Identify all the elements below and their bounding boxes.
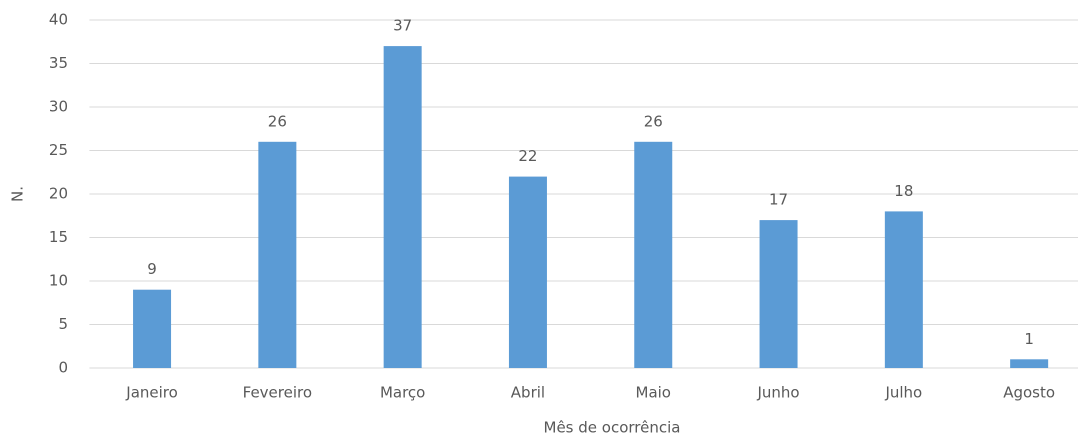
data-label: 9 [147,260,157,278]
bar [133,289,172,368]
x-tick-label: Maio [636,384,671,402]
data-label: 1 [1024,330,1034,348]
y-axis-label: N. [9,186,27,202]
x-tick-label: Julho [884,384,922,402]
y-tick-label: 30 [49,98,68,116]
x-axis-label: Mês de ocorrência [544,419,681,437]
y-tick-label: 20 [49,185,68,203]
x-tick-label: Fevereiro [243,384,312,402]
data-label: 37 [393,17,412,35]
y-tick-label: 35 [49,54,68,72]
bar [1010,359,1049,368]
bar [508,176,547,368]
x-tick-label: Março [380,384,425,402]
bar [759,220,798,368]
y-tick-label: 5 [58,315,68,333]
x-tick-label: Agosto [1003,384,1055,402]
x-tick-label: Abril [511,384,545,402]
data-label: 26 [268,112,287,130]
bar [884,211,923,368]
x-tick-label: Janeiro [125,384,178,402]
x-tick-label: Junho [756,384,799,402]
y-tick-label: 0 [58,359,68,377]
y-tick-label: 10 [49,272,68,290]
data-label: 17 [769,191,788,209]
data-label: 26 [644,112,663,130]
y-tick-label: 40 [49,11,68,29]
bar [383,46,422,368]
bar [258,141,297,368]
data-label: 22 [518,147,537,165]
bar [634,141,673,368]
y-tick-label: 25 [49,141,68,159]
y-tick-label: 15 [49,228,68,246]
data-label: 18 [894,182,913,200]
